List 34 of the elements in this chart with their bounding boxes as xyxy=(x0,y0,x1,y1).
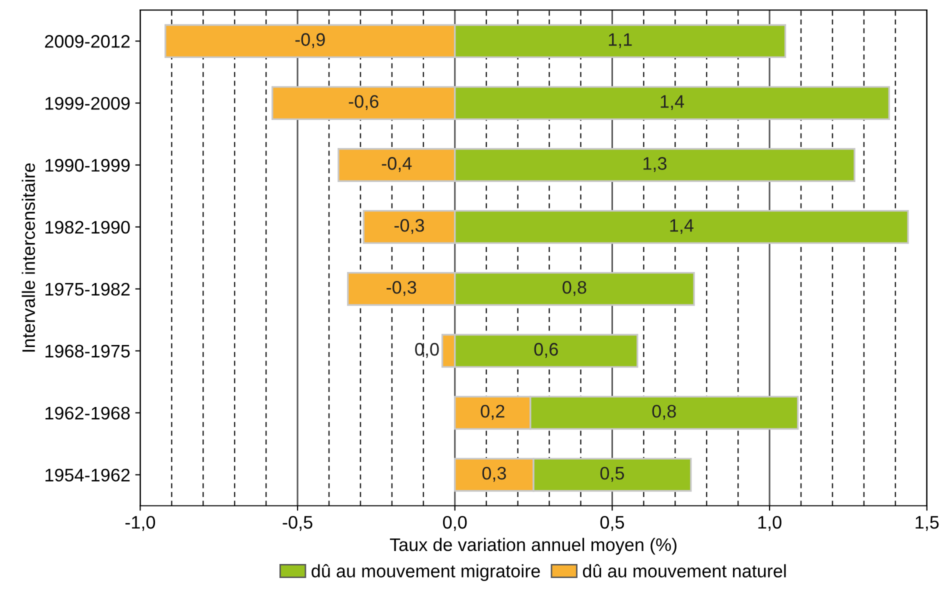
x-tick-label: 1,0 xyxy=(758,516,782,531)
data-label: 0,8 xyxy=(652,404,676,420)
y-tick-label: 1962-1968 xyxy=(46,406,130,420)
data-label: 1,3 xyxy=(644,157,666,172)
data-label: -0,9 xyxy=(295,33,325,48)
data-label: -0,3 xyxy=(386,280,416,296)
y-tick-label: 1968-1975 xyxy=(46,344,130,358)
data-label: 1,4 xyxy=(660,95,684,110)
data-label: 1,1 xyxy=(608,33,632,48)
x-axis-title: Taux de variation annuel moyen (%) xyxy=(390,538,676,555)
x-tick-label: 0,0 xyxy=(443,516,467,531)
data-label: 0,2 xyxy=(480,404,504,420)
legend-label: dû au mouvement naturel xyxy=(582,564,786,578)
y-tick-label: 1982-1990 xyxy=(46,220,130,234)
x-tick-label: 0,5 xyxy=(600,516,624,531)
y-tick-label: 1990-1999 xyxy=(46,158,130,172)
x-tick-label: -0,5 xyxy=(282,516,312,531)
data-label: -0,3 xyxy=(394,219,424,234)
data-label: 0,0 xyxy=(415,342,439,358)
y-tick-label: 1954-1962 xyxy=(46,468,130,482)
data-label: -0,6 xyxy=(348,95,378,110)
data-label: 0,3 xyxy=(482,466,506,482)
x-tick-label: -1,0 xyxy=(125,516,156,531)
data-label: 1,4 xyxy=(670,219,694,234)
x-tick-label: 1,5 xyxy=(916,516,939,531)
y-tick-label: 2009-2012 xyxy=(45,35,130,48)
legend-label: dû au mouvement migratoire xyxy=(312,564,540,582)
data-label: -0,4 xyxy=(382,157,412,172)
data-label: 0,5 xyxy=(600,466,624,482)
y-tick-label: 1975-1982 xyxy=(46,282,130,296)
y-axis-title: Intervalle intercensitaire xyxy=(22,163,36,352)
data-label: 0,6 xyxy=(534,342,558,358)
y-tick-label: 1999-2009 xyxy=(46,96,130,110)
data-label: 0,8 xyxy=(562,280,586,296)
